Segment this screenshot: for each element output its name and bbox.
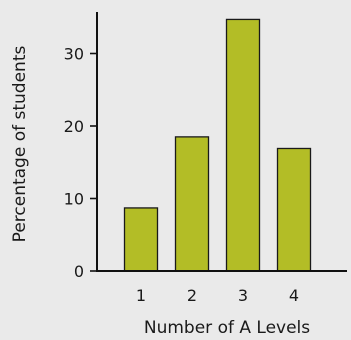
x-tick-label-4: 4 [289, 286, 299, 305]
y-axis-title: Percentage of students [10, 46, 30, 243]
x-axis-title: Number of A Levels [144, 318, 310, 338]
bar-3 [225, 18, 261, 272]
x-tick-label-3: 3 [238, 286, 248, 305]
bar-4 [276, 147, 312, 272]
x-tick-label-2: 2 [187, 286, 197, 305]
bars-layer [123, 18, 312, 272]
bar-2 [174, 136, 210, 272]
bar-1 [123, 207, 159, 272]
y-tick-label-0: 0 [74, 262, 84, 281]
x-tick-label-1: 1 [136, 286, 146, 305]
y-tick-label-10: 10 [64, 190, 84, 209]
y-tick-label-30: 30 [64, 45, 84, 64]
x-ticks: 1 2 3 4 [136, 286, 299, 305]
y-ticks: 0 10 20 30 [64, 45, 97, 281]
y-tick-label-20: 20 [64, 117, 84, 136]
